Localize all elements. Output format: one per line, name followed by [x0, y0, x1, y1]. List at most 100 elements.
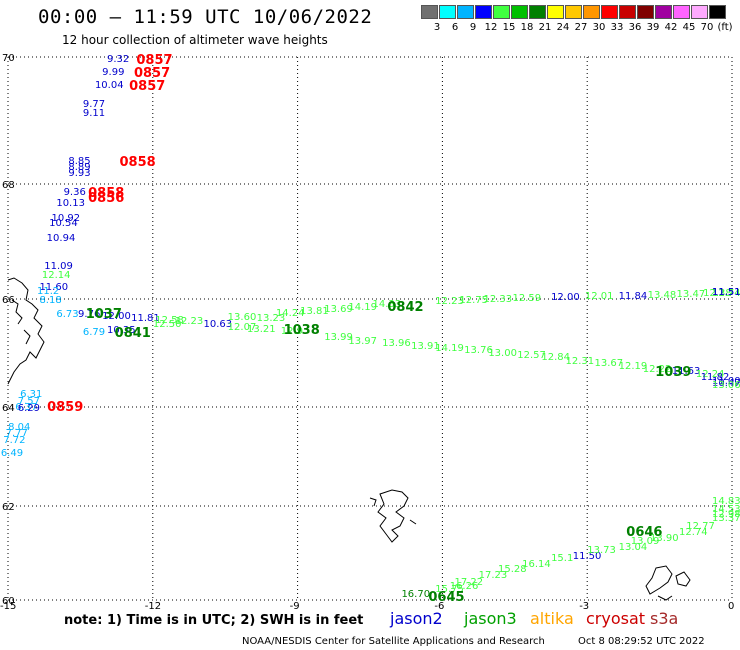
wave-height-value: 17.23 [478, 570, 508, 582]
colorbar-label: 18 [520, 22, 534, 33]
wave-height-value: 13.97 [348, 335, 377, 347]
wave-height-value: 9.36 [63, 186, 86, 198]
generated-timestamp: Oct 8 08:29:52 UTC 2022 [578, 636, 705, 647]
pass-time-label: 1038 [283, 323, 320, 339]
wave-height-value: 15.28 [497, 563, 527, 575]
colorbar-swatch [691, 5, 708, 19]
colorbar-swatch [709, 5, 726, 19]
pass-time-label: 0859 [47, 400, 84, 415]
colorbar-swatch [637, 5, 654, 19]
colorbar-swatch [493, 5, 510, 19]
wave-height-value: 12.75 [459, 295, 488, 307]
lat-tick-label: 66 [2, 295, 15, 306]
pass-time-label: 0645 [428, 590, 465, 606]
pass-time-label: 0856 [88, 191, 125, 207]
wave-height-value: 11.82 [700, 372, 730, 384]
colorbar-swatch [619, 5, 636, 19]
wave-height-value: 6.31 [20, 389, 43, 401]
wave-height-value: 13.76 [464, 345, 493, 357]
pass-time-label: 0842 [387, 299, 424, 315]
wave-height-value: 8.18 [39, 294, 62, 306]
page-title: 00:00 — 11:59 UTC 10/06/2022 [38, 6, 373, 28]
colorbar-label: 6 [451, 22, 459, 33]
colorbar-label: 9 [469, 22, 477, 33]
wave-height-value: 12.98 [712, 508, 740, 520]
wave-height-value: 12.24 [695, 369, 725, 381]
colorbar-label: 42 [664, 22, 678, 33]
wave-height-value: 10.54 [49, 218, 78, 230]
wave-height-value: 12.50 [152, 318, 182, 330]
wave-height-value: 12.07 [227, 321, 257, 333]
coastline [657, 595, 673, 601]
pass-time-label: 0857 [136, 53, 173, 69]
wave-height-value: 11.84 [618, 290, 648, 302]
pass-time-label: 0858 [88, 185, 125, 201]
wave-height-value: 11.51 [712, 287, 740, 299]
wave-height-value: 13.21 [246, 324, 276, 336]
wave-height-value: 12.00 [102, 310, 131, 322]
wave-height-value: 13.73 [587, 545, 616, 557]
wave-height-value: 16.70 [401, 589, 431, 601]
wave-height-value: 13.60 [227, 311, 257, 323]
pass-time-label: 0857 [133, 65, 171, 81]
wave-height-value: 12.58 [155, 314, 184, 326]
coastline [11, 299, 31, 345]
wave-height-value: 17.22 [454, 577, 484, 589]
legend-altika: altika [530, 609, 574, 628]
wave-height-value: 10.47 [712, 377, 740, 389]
wave-height-value: 13.69 [324, 303, 353, 315]
wave-height-value: 14.19 [348, 301, 377, 313]
wave-height-value: 14.19 [435, 342, 464, 354]
wave-height-value: 7.77 [5, 428, 28, 440]
wave-height-value: 13.96 [382, 337, 411, 349]
wave-height-value: 13.00 [488, 347, 517, 359]
wave-height-value: 13.91 [411, 340, 440, 352]
wave-height-value: 11.60 [39, 281, 69, 293]
colorbar-swatch [673, 5, 690, 19]
colorbar-label: 3 [433, 22, 441, 33]
wave-height-value: 11.2 [37, 286, 60, 298]
wave-height-value: 6.73 [56, 309, 79, 321]
wave-height-value: 13.23 [256, 312, 286, 324]
wave-height-value: 12.74 [712, 287, 740, 299]
colorbar-label: 15 [502, 22, 516, 33]
wave-height-value: 13.90 [650, 533, 679, 545]
wave-height-value: 12.19 [618, 361, 648, 373]
lon-tick-label: -3 [579, 601, 590, 612]
colorbar-label: 33 [610, 22, 624, 33]
colorbar-label: 12 [484, 22, 498, 33]
wave-height-value: 13.04 [618, 541, 648, 553]
wave-height-value: 11.00 [712, 375, 740, 387]
wave-height-value: 7.72 [3, 434, 26, 446]
wave-height-value: 9.77 [82, 98, 106, 110]
wave-height-value: 13.09 [630, 535, 660, 547]
wave-height-value: 14.53 [712, 503, 740, 515]
colorbar-label: 45 [682, 22, 696, 33]
wave-height-value: 13.48 [647, 289, 677, 301]
colorbar-swatch [511, 5, 528, 19]
pass-time-label: 0841 [114, 326, 151, 342]
pass-time-label: 0857 [129, 78, 166, 94]
colorbar-swatch [529, 5, 546, 19]
lat-tick-label: 64 [2, 403, 15, 414]
wave-height-value: 12.74 [678, 527, 708, 539]
graticule [7, 56, 733, 601]
colorbar-swatch [655, 5, 672, 19]
wave-height-value: 15.75 [435, 583, 464, 595]
wave-height-value: 10.04 [94, 79, 124, 91]
colorbar-label: (ft) [717, 22, 733, 33]
lon-tick-label: -6 [434, 601, 445, 612]
wave-height-value: 6.29 [17, 403, 40, 415]
legend-jason2: jason2 [390, 609, 443, 628]
wave-height-value: 9.11 [82, 108, 106, 120]
wave-height-value: 11.81 [131, 312, 160, 324]
lon-tick-label: 0 [728, 601, 735, 612]
wave-height-value: 14.24 [275, 308, 305, 320]
wave-height-value: 12.14 [41, 270, 71, 281]
credit-line: NOAA/NESDIS Center for Satellite Applica… [242, 636, 545, 647]
colorbar-label: 21 [538, 22, 552, 33]
wave-height-value: 6.49 [0, 448, 24, 460]
wave-height-value: 13.06 [712, 379, 740, 391]
wave-height-value: 10.92 [51, 212, 81, 224]
